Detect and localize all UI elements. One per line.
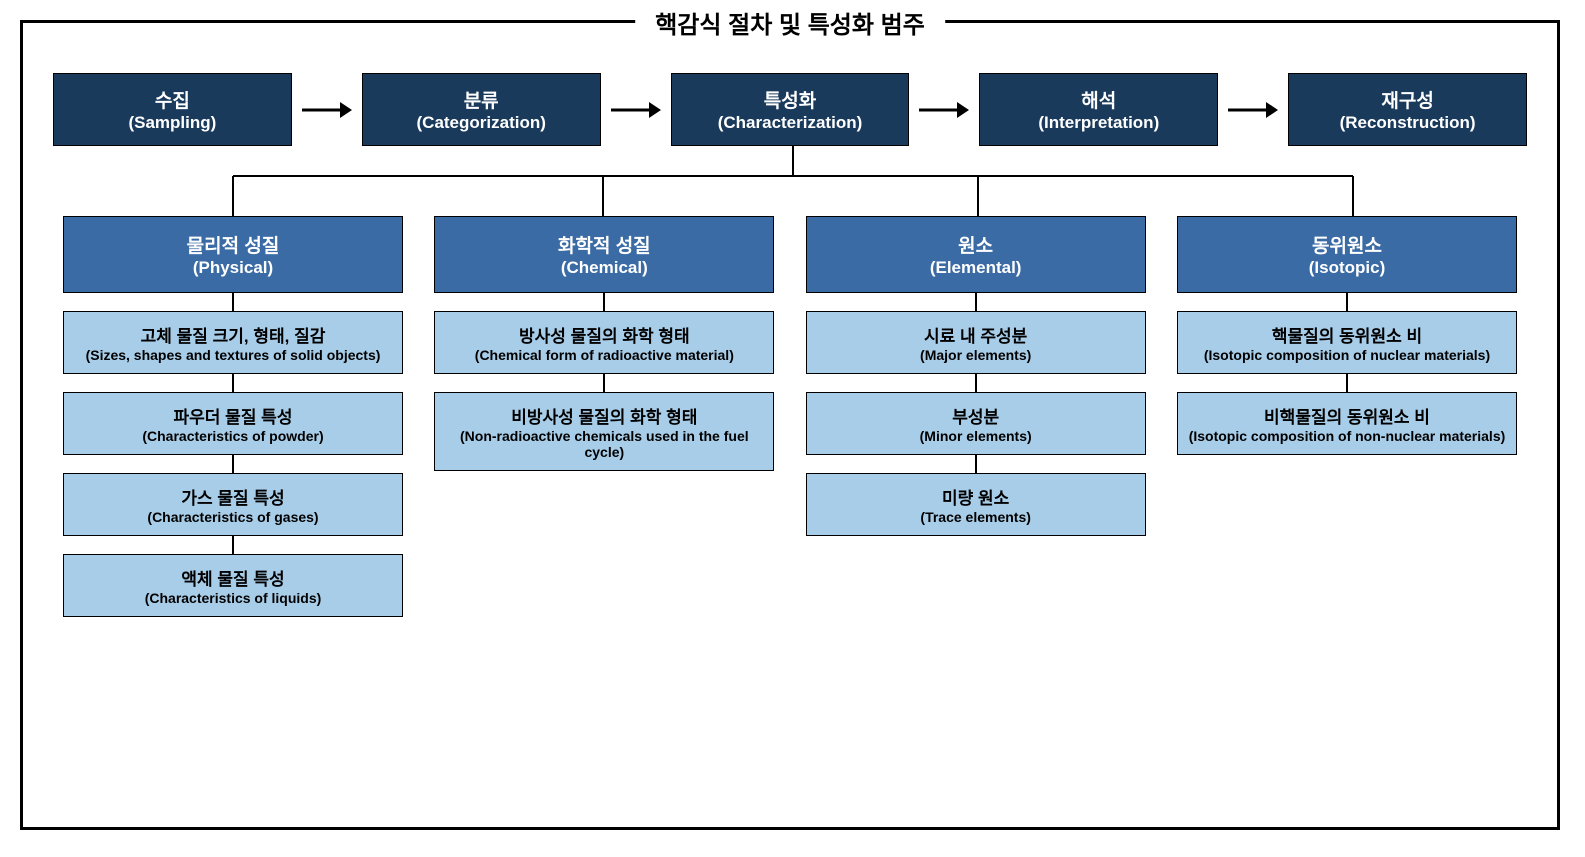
item-box: 방사성 물질의 화학 형태 (Chemical form of radioact… [434,311,774,374]
connector-line [232,374,234,392]
connector-line [232,293,234,311]
item-label-en: (Sizes, shapes and textures of solid obj… [72,347,394,363]
connector-line [1346,293,1348,311]
item-box: 파우더 물질 특성 (Characteristics of powder) [63,392,403,455]
item-label-en: (Characteristics of powder) [72,428,394,444]
item-box: 가스 물질 특성 (Characteristics of gases) [63,473,403,536]
item-label-en: (Characteristics of gases) [72,509,394,525]
category-label-ko: 원소 [815,231,1137,258]
step-sampling: 수집 (Sampling) [53,73,292,146]
steps-row: 수집 (Sampling) 분류 (Categorization) 특성화 (C… [53,73,1527,146]
step-interpretation: 해석 (Interpretation) [979,73,1218,146]
item-label-ko: 고체 물질 크기, 형태, 질감 [72,322,394,347]
category-label-en: (Chemical) [443,258,765,278]
connector-line [975,293,977,311]
item-label-en: (Trace elements) [815,509,1137,525]
item-label-ko: 파우더 물질 특성 [72,403,394,428]
step-label-en: (Interpretation) [988,113,1209,133]
item-label-en: (Isotopic composition of non-nuclear mat… [1186,428,1508,444]
step-categorization: 분류 (Categorization) [362,73,601,146]
item-box: 핵물질의 동위원소 비 (Isotopic composition of nuc… [1177,311,1517,374]
diagram-frame: 핵감식 절차 및 특성화 범주 수집 (Sampling) 분류 (Catego… [20,20,1560,830]
step-label-en: (Categorization) [371,113,592,133]
item-label-ko: 미량 원소 [815,484,1137,509]
item-label-ko: 시료 내 주성분 [815,322,1137,347]
arrow-icon [302,95,352,125]
item-label-en: (Chemical form of radioactive material) [443,347,765,363]
step-reconstruction: 재구성 (Reconstruction) [1288,73,1527,146]
category-isotopic: 동위원소 (Isotopic) 핵물질의 동위원소 비 (Isotopic co… [1177,216,1517,617]
item-label-ko: 비핵물질의 동위원소 비 [1186,403,1508,428]
category-label-en: (Isotopic) [1186,258,1508,278]
item-box: 미량 원소 (Trace elements) [806,473,1146,536]
diagram-title: 핵감식 절차 및 특성화 범주 [635,5,945,40]
category-header: 원소 (Elemental) [806,216,1146,293]
item-box: 비핵물질의 동위원소 비 (Isotopic composition of no… [1177,392,1517,455]
item-label-ko: 가스 물질 특성 [72,484,394,509]
item-label-ko: 핵물질의 동위원소 비 [1186,322,1508,347]
category-header: 동위원소 (Isotopic) [1177,216,1517,293]
item-label-en: (Characteristics of liquids) [72,590,394,606]
category-label-en: (Physical) [72,258,394,278]
category-elemental: 원소 (Elemental) 시료 내 주성분 (Major elements)… [806,216,1146,617]
category-physical: 물리적 성질 (Physical) 고체 물질 크기, 형태, 질감 (Size… [63,216,403,617]
step-label-ko: 수집 [62,86,283,113]
item-label-ko: 방사성 물질의 화학 형태 [443,322,765,347]
item-label-en: (Non-radioactive chemicals used in the f… [443,428,765,460]
step-label-ko: 특성화 [680,86,901,113]
category-label-en: (Elemental) [815,258,1137,278]
step-characterization: 특성화 (Characterization) [671,73,910,146]
item-label-en: (Isotopic composition of nuclear materia… [1186,347,1508,363]
arrow-icon [919,95,969,125]
category-label-ko: 동위원소 [1186,231,1508,258]
connector-line [975,455,977,473]
step-label-en: (Reconstruction) [1297,113,1518,133]
category-label-ko: 화학적 성질 [443,231,765,258]
item-box: 시료 내 주성분 (Major elements) [806,311,1146,374]
step-label-ko: 재구성 [1297,86,1518,113]
connector-line [975,374,977,392]
item-label-en: (Major elements) [815,347,1137,363]
categories-row: 물리적 성질 (Physical) 고체 물질 크기, 형태, 질감 (Size… [53,216,1527,617]
category-header: 화학적 성질 (Chemical) [434,216,774,293]
step-label-ko: 분류 [371,86,592,113]
arrow-icon [611,95,661,125]
connector-line [232,536,234,554]
step-label-en: (Sampling) [62,113,283,133]
connector-line [603,293,605,311]
item-label-ko: 부성분 [815,403,1137,428]
tree-connector [53,146,1527,216]
item-box: 고체 물질 크기, 형태, 질감 (Sizes, shapes and text… [63,311,403,374]
connector-line [1346,374,1348,392]
item-box: 액체 물질 특성 (Characteristics of liquids) [63,554,403,617]
item-label-en: (Minor elements) [815,428,1137,444]
step-label-ko: 해석 [988,86,1209,113]
item-box: 부성분 (Minor elements) [806,392,1146,455]
category-header: 물리적 성질 (Physical) [63,216,403,293]
connector-line [232,455,234,473]
item-label-ko: 액체 물질 특성 [72,565,394,590]
connector-line [603,374,605,392]
category-label-ko: 물리적 성질 [72,231,394,258]
category-chemical: 화학적 성질 (Chemical) 방사성 물질의 화학 형태 (Chemica… [434,216,774,617]
item-box: 비방사성 물질의 화학 형태 (Non-radioactive chemical… [434,392,774,471]
step-label-en: (Characterization) [680,113,901,133]
arrow-icon [1228,95,1278,125]
item-label-ko: 비방사성 물질의 화학 형태 [443,403,765,428]
